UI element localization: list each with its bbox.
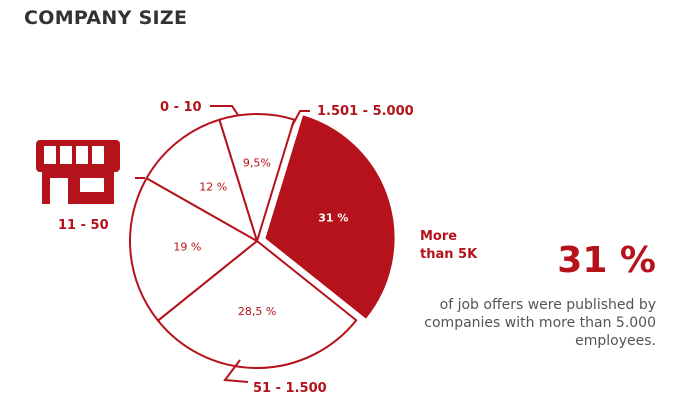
category-label: 11 - 50	[58, 218, 109, 233]
pie-percent-label: 12 %	[199, 181, 227, 194]
category-label: than 5K	[420, 247, 478, 262]
pie-percent-label: 19 %	[173, 241, 201, 254]
leader-line	[223, 359, 249, 383]
pie-percent-label: 31 %	[318, 211, 348, 224]
category-label: 1.501 - 5.000	[317, 104, 414, 119]
category-label: 0 - 10	[160, 100, 202, 115]
page-title: COMPANY SIZE	[24, 7, 188, 29]
leader-line	[210, 105, 241, 119]
pie-percent-label: 28,5 %	[238, 305, 276, 318]
pie-slice-more-than-5k	[265, 115, 395, 319]
pie-percent-label: 9,5%	[243, 156, 271, 169]
highlight-value: 31 %	[557, 240, 656, 281]
highlight-caption: of job offers were published by companie…	[424, 297, 656, 349]
storefront-icon	[36, 140, 120, 204]
category-label: More	[420, 229, 457, 244]
pie-slice-1-501-5-000	[218, 113, 296, 242]
category-label: 51 - 1.500	[253, 381, 327, 396]
leader-line	[291, 110, 310, 127]
pie-slice-51-1-500	[157, 240, 358, 369]
pie-slice-0-10	[145, 118, 258, 242]
pie-slice-11-50	[129, 177, 258, 322]
